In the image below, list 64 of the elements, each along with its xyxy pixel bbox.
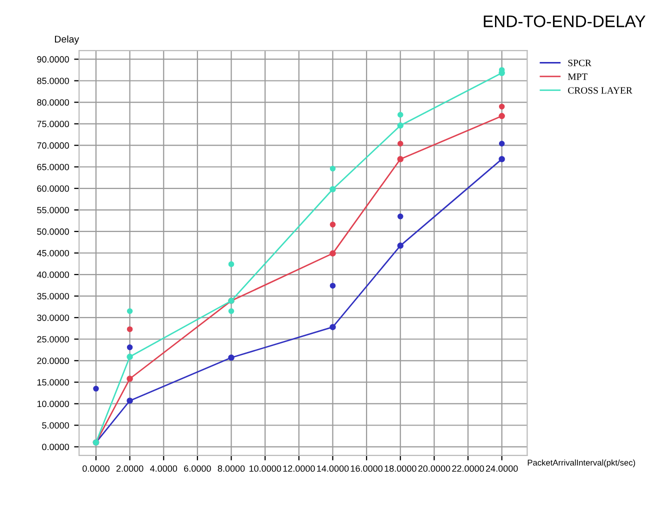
point bbox=[498, 140, 505, 147]
x-axis-title: PacketArrivalInterval(pkt/sec) bbox=[528, 459, 636, 468]
point bbox=[126, 344, 133, 350]
x-tick-label: 0.0000 bbox=[82, 465, 110, 472]
y-tick-label: 25.0000 bbox=[37, 336, 70, 342]
y-tick-label: 30.0000 bbox=[37, 314, 70, 321]
y-tick-label: 15.0000 bbox=[37, 379, 70, 386]
point bbox=[330, 324, 336, 330]
y-tick-label: 70.0000 bbox=[37, 142, 70, 149]
y-tick-label: 85.0000 bbox=[37, 78, 70, 84]
x-tick-label: 6.0000 bbox=[184, 465, 211, 472]
x-tick-label: 2.0000 bbox=[116, 465, 144, 472]
x-tick-label: 12.0000 bbox=[283, 465, 315, 472]
point bbox=[330, 282, 336, 289]
point bbox=[498, 112, 505, 120]
point bbox=[228, 261, 234, 268]
x-tick-label: 10.0000 bbox=[249, 465, 282, 472]
point bbox=[228, 354, 234, 361]
point bbox=[126, 308, 133, 314]
point bbox=[228, 308, 234, 314]
point bbox=[126, 326, 133, 332]
x-tick-label: 20.0000 bbox=[418, 465, 450, 472]
x-tick-label: 4.0000 bbox=[150, 465, 178, 472]
point bbox=[397, 242, 404, 249]
point bbox=[126, 398, 133, 404]
y-tick-label: 40.0000 bbox=[36, 272, 70, 278]
point bbox=[397, 156, 404, 162]
y-tick-label: 35.0000 bbox=[37, 293, 70, 300]
y-tick-label: 60.0000 bbox=[37, 185, 70, 192]
point bbox=[93, 386, 99, 392]
x-tick-label: 8.0000 bbox=[218, 465, 245, 472]
y-tick-label: 20.0000 bbox=[37, 358, 70, 364]
x-tick-label: 22.0000 bbox=[452, 465, 484, 472]
y-tick-label: 80.0000 bbox=[37, 99, 70, 106]
point bbox=[498, 104, 505, 110]
point bbox=[397, 122, 404, 129]
text: END-TO-END-DELAY bbox=[484, 15, 646, 28]
x-tick-label: 14.0000 bbox=[317, 465, 349, 472]
y-tick-label: 0.0000 bbox=[42, 444, 70, 450]
point bbox=[126, 376, 133, 382]
point bbox=[330, 186, 336, 192]
point bbox=[397, 112, 404, 118]
point bbox=[498, 156, 505, 162]
legend-label: CROSS LAYER bbox=[568, 87, 632, 94]
x-tick-label: 16.0000 bbox=[350, 465, 383, 472]
point bbox=[330, 222, 336, 228]
y-axis-title: Delay bbox=[55, 35, 80, 45]
legend-label: MPT bbox=[568, 74, 588, 80]
x-tick-label: 24.0000 bbox=[486, 465, 518, 472]
y-tick-label: 90.0000 bbox=[37, 56, 70, 63]
point bbox=[126, 354, 133, 360]
y-tick-label: 10.0000 bbox=[37, 400, 70, 408]
y-tick-label: 5.0000 bbox=[42, 422, 70, 429]
y-tick-label: 75.0000 bbox=[37, 120, 70, 128]
y-tick-label: 65.0000 bbox=[37, 164, 70, 170]
x-tick-label: 18.0000 bbox=[384, 465, 416, 472]
y-tick-label: 45.0000 bbox=[36, 250, 70, 256]
y-tick-label: 55.0000 bbox=[37, 206, 70, 214]
point bbox=[397, 214, 404, 220]
point bbox=[397, 140, 404, 147]
y-tick-label: 50.0000 bbox=[37, 228, 70, 235]
point bbox=[330, 250, 336, 257]
legend-label: SPCR bbox=[568, 60, 592, 66]
point bbox=[330, 166, 336, 172]
